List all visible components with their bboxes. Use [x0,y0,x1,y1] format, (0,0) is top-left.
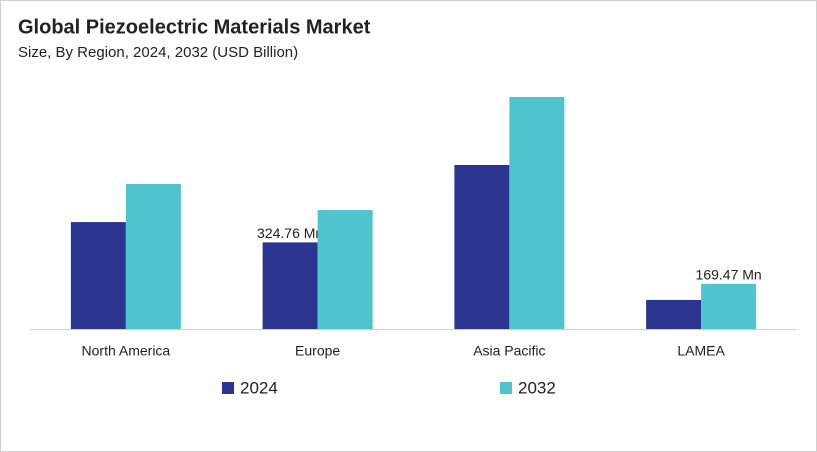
x-tick-label: Asia Pacific [473,343,545,359]
bar [317,210,373,329]
legend-label: 2024 [240,378,278,397]
bar [509,97,565,329]
bar [125,183,181,329]
data-label: 324.76 Mn [257,225,323,241]
legend-swatch [222,382,234,394]
bar [454,165,510,329]
x-tick-label: North America [82,343,171,359]
x-tick-label: LAMEA [677,343,725,359]
chart-title: Global Piezoelectric Materials Market [18,16,371,38]
chart-subtitle: Size, By Region, 2024, 2032 (USD Billion… [18,44,298,61]
bar [646,299,702,329]
bar [701,283,757,329]
x-tick-label: Europe [295,343,340,359]
bar [70,222,126,329]
legend-label: 2032 [518,378,556,397]
legend-swatch [500,382,512,394]
data-label: 169.47 Mn [696,267,762,283]
bar [262,242,318,329]
